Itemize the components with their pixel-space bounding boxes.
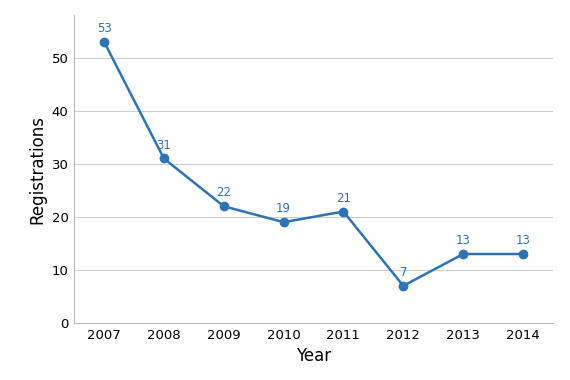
Text: 13: 13 [515, 234, 531, 247]
Text: 31: 31 [156, 139, 172, 152]
X-axis label: Year: Year [296, 347, 331, 365]
Text: 13: 13 [455, 234, 471, 247]
Text: 22: 22 [216, 186, 231, 199]
Y-axis label: Registrations: Registrations [28, 115, 46, 223]
Text: 7: 7 [400, 266, 407, 279]
Text: 19: 19 [276, 202, 291, 215]
Text: 21: 21 [336, 192, 351, 204]
Text: 53: 53 [97, 22, 111, 35]
